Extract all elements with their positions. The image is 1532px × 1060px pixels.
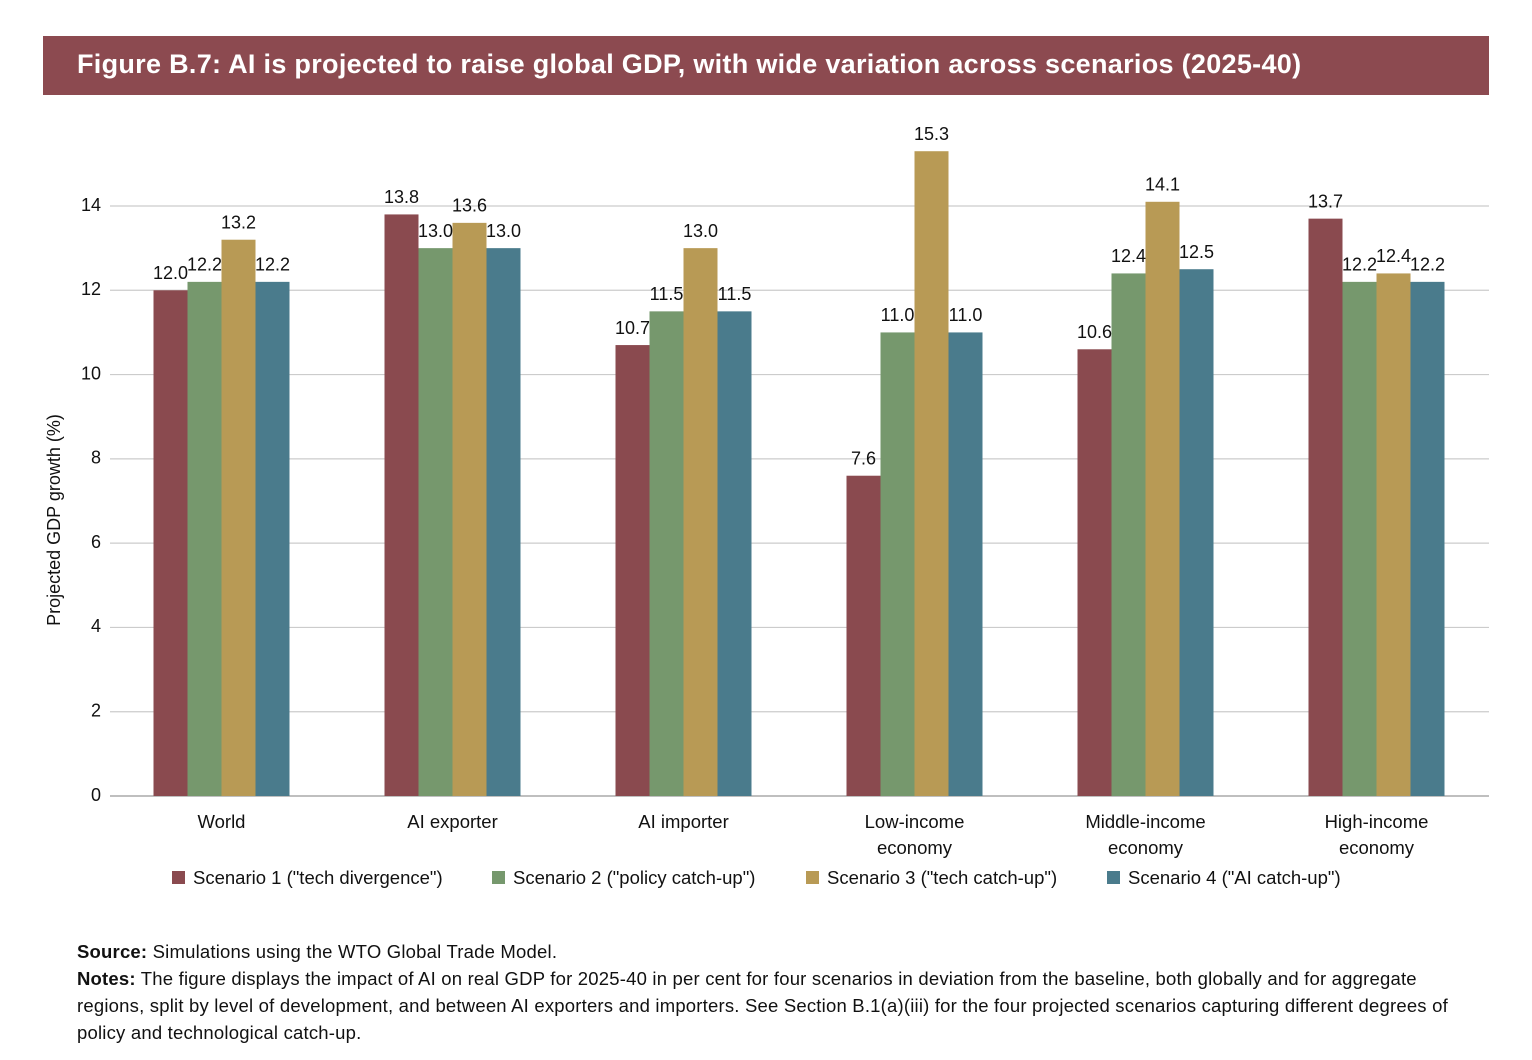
bar: [153, 290, 188, 796]
value-label: 12.2: [1410, 255, 1445, 275]
value-label: 15.3: [914, 124, 949, 144]
y-tick-label: 14: [81, 195, 101, 215]
notes: Notes: The figure displays the impact of…: [77, 965, 1477, 1046]
bar: [255, 281, 290, 796]
bar: [649, 311, 684, 796]
title-banner: [43, 36, 1489, 95]
value-label: 11.0: [881, 305, 915, 325]
value-label: 13.0: [486, 221, 521, 241]
bar: [187, 281, 222, 796]
value-label: 12.2: [187, 255, 222, 275]
value-label: 13.7: [1308, 191, 1343, 211]
legend-label: Scenario 1 ("tech divergence"): [193, 867, 443, 888]
x-tick-label: World: [198, 811, 246, 832]
legend-label: Scenario 2 ("policy catch-up"): [513, 867, 755, 888]
source-label: Source:: [77, 941, 148, 962]
x-tick-label: AI exporter: [407, 811, 498, 832]
value-label: 12.5: [1179, 242, 1214, 262]
value-label: 11.5: [718, 284, 752, 304]
bar: [1410, 281, 1445, 796]
legend-swatch: [492, 871, 505, 884]
value-label: 11.0: [949, 305, 983, 325]
y-tick-label: 8: [91, 448, 101, 468]
bar: [452, 222, 487, 796]
bar: [221, 239, 256, 796]
y-tick-label: 2: [91, 700, 101, 720]
bar: [1145, 201, 1180, 797]
notes-text: The figure displays the impact of AI on …: [77, 968, 1448, 1043]
value-label: 12.4: [1376, 246, 1411, 266]
value-label: 13.0: [418, 221, 453, 241]
source: Source: Simulations using the WTO Global…: [77, 938, 1477, 965]
source-text: Simulations using the WTO Global Trade M…: [152, 941, 558, 962]
bar: [1376, 273, 1411, 796]
value-label: 7.6: [851, 448, 876, 468]
value-label: 10.6: [1077, 322, 1112, 342]
value-label: 12.2: [255, 255, 290, 275]
legend-swatch: [806, 871, 819, 884]
value-label: 13.2: [221, 212, 256, 232]
y-tick-label: 12: [81, 279, 101, 299]
bar: [880, 332, 915, 796]
value-label: 14.1: [1145, 175, 1180, 195]
bar: [486, 248, 521, 797]
bar: [615, 345, 650, 796]
bar: [1077, 349, 1112, 796]
legend-swatch: [172, 871, 185, 884]
y-tick-label: 4: [91, 616, 101, 636]
x-tick-label: Middle-income economy: [1085, 811, 1205, 858]
value-label: 13.8: [384, 187, 419, 207]
bar: [384, 214, 419, 796]
bar: [948, 332, 983, 796]
legend-label: Scenario 3 ("tech catch-up"): [827, 867, 1057, 888]
bar: [1308, 218, 1343, 797]
y-axis-label: Projected GDP growth (%): [44, 414, 64, 626]
y-tick-label: 10: [81, 363, 101, 383]
value-label: 12.4: [1111, 246, 1146, 266]
bar: [914, 151, 949, 796]
value-label: 12.0: [153, 263, 188, 283]
bar: [1179, 269, 1214, 796]
bar: [418, 248, 453, 797]
value-label: 11.5: [650, 284, 684, 304]
bar: [1342, 281, 1377, 796]
notes-label: Notes:: [77, 968, 136, 989]
value-label: 13.0: [683, 221, 718, 241]
value-label: 13.6: [452, 196, 487, 216]
x-tick-label: Low-income economy: [865, 811, 965, 858]
bar: [1111, 273, 1146, 796]
chart: Figure B.7: AI is projected to raise glo…: [43, 36, 1489, 888]
chart-title: Figure B.7: AI is projected to raise glo…: [77, 49, 1301, 79]
bar: [717, 311, 752, 796]
legend-swatch: [1107, 871, 1120, 884]
y-tick-label: 6: [91, 532, 101, 552]
x-tick-label: AI importer: [638, 811, 728, 832]
bar: [683, 248, 718, 797]
value-label: 10.7: [615, 318, 650, 338]
y-tick-label: 0: [91, 785, 101, 805]
legend-label: Scenario 4 ("AI catch-up"): [1128, 867, 1341, 888]
bar: [846, 475, 881, 796]
x-tick-label: High-income economy: [1325, 811, 1429, 858]
value-label: 12.2: [1342, 255, 1377, 275]
